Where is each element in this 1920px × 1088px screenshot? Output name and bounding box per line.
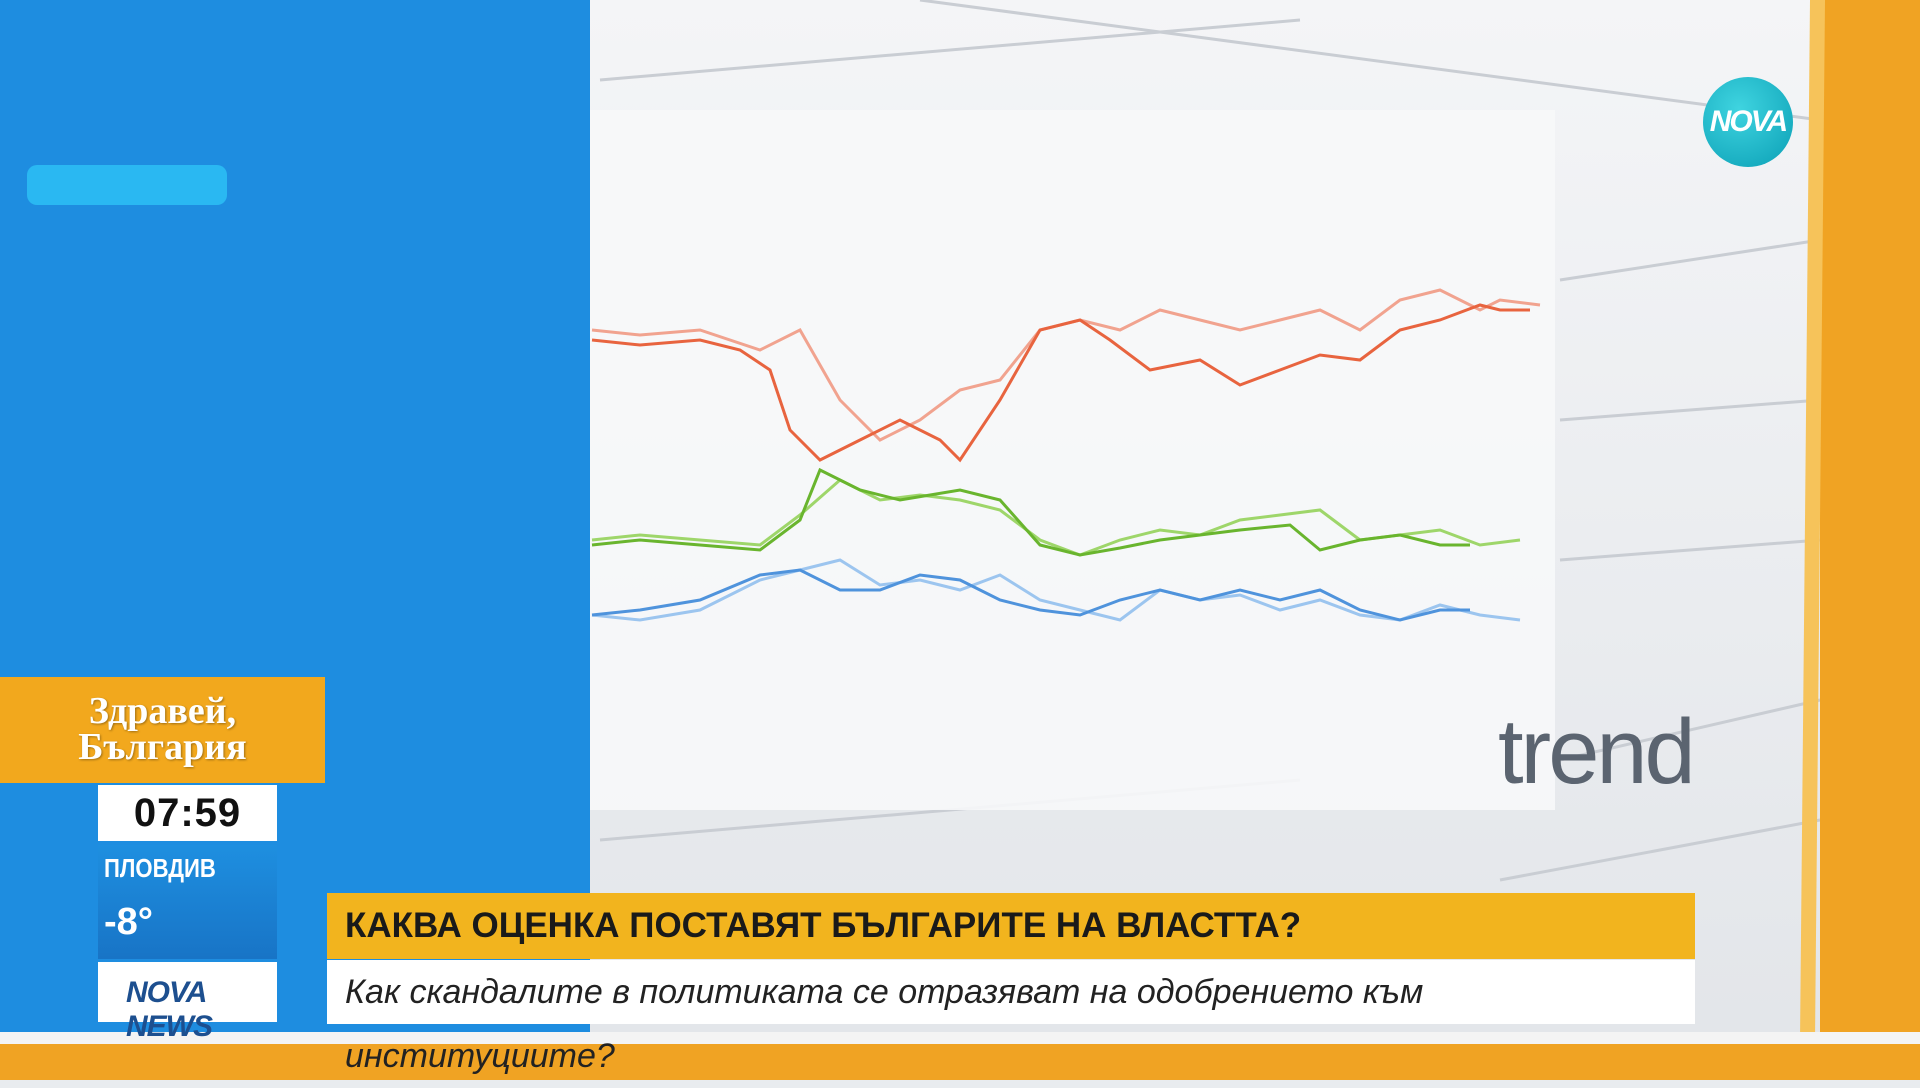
- show-name-line: България: [78, 726, 247, 768]
- news-logo: NOVA NEWS: [126, 976, 213, 1043]
- news-logo-box: NOVA NEWS: [98, 962, 277, 1043]
- clock: 07:59: [98, 785, 277, 841]
- subheadline: Как скандалите в политиката се отразяват…: [327, 960, 1695, 1075]
- show-logo: Здравей, България: [0, 677, 325, 783]
- channel-logo: NOVA: [1703, 77, 1793, 167]
- headline: КАКВА ОЦЕНКА ПОСТАВЯТ БЪЛГАРИТЕ НА ВЛАСТ…: [327, 893, 1695, 959]
- screen-logo: trend: [1498, 701, 1696, 803]
- weather-city: ПЛОВДИВ: [104, 853, 216, 883]
- show-name-line: Здравей,: [88, 690, 237, 732]
- weather-temperature: -8°: [104, 901, 153, 943]
- weather-box: ПЛОВДИВ -8°: [98, 845, 277, 959]
